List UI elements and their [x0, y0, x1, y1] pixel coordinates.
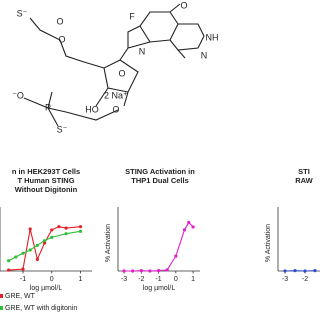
data-point	[42, 241, 47, 245]
atom-label: ⁻O	[12, 90, 24, 100]
chart-title: STI	[298, 167, 310, 176]
x-tick-label: -1	[155, 276, 161, 283]
atom-label: F	[129, 11, 135, 21]
atom-label: O	[56, 16, 63, 26]
x-tick-label: -3	[282, 276, 288, 283]
chart-title: T Human STING	[17, 176, 74, 185]
y-axis-title: % Activation	[105, 224, 112, 262]
x-tick-label: 1	[191, 276, 195, 283]
data-point	[182, 228, 187, 232]
chemical-structure: F O NH N N O O S⁻ O HO O ⁻O P S⁻ 2 Na⁺	[12, 0, 218, 134]
atom-label: O	[112, 104, 119, 114]
data-point	[313, 269, 317, 273]
data-point	[64, 232, 68, 236]
data-point	[78, 225, 83, 229]
atom-label: HO	[85, 104, 99, 114]
counterion: 2 Na⁺	[104, 90, 128, 100]
x-tick-label: -1	[20, 276, 26, 283]
x-tick-label: 0	[50, 276, 54, 283]
x-tick-label: -2	[302, 276, 308, 283]
data-point	[78, 229, 83, 233]
data-point	[131, 269, 135, 273]
data-point	[28, 248, 32, 252]
atom-label: NH	[206, 32, 219, 42]
data-point	[139, 269, 143, 273]
chart-title: n in HEK293T Cells	[12, 167, 80, 176]
data-point	[42, 239, 47, 243]
data-point	[57, 225, 61, 229]
data-point	[21, 267, 25, 271]
x-tick-label: -3	[121, 276, 127, 283]
data-point	[165, 268, 169, 272]
legend-swatch	[0, 306, 3, 310]
legend-label: GRE, WT with digitonin	[5, 305, 77, 312]
data-point	[50, 228, 54, 232]
data-point	[35, 257, 39, 261]
data-point	[187, 220, 191, 225]
atom-label: O	[180, 0, 187, 10]
data-point	[303, 269, 307, 273]
data-point	[156, 269, 161, 273]
data-point	[7, 259, 11, 263]
data-point	[14, 255, 18, 259]
chart-title: Without Digitonin	[15, 185, 78, 194]
atom-label: S⁻	[17, 8, 28, 18]
chart-title: THP1 Dual Cells	[131, 176, 189, 185]
data-point	[283, 269, 287, 273]
atom-label: S⁻	[57, 124, 68, 134]
data-point	[174, 254, 178, 258]
data-point	[191, 225, 195, 229]
series-line	[8, 230, 81, 262]
y-axis-title: % Activation	[265, 224, 272, 262]
series-line	[124, 221, 194, 272]
data-point	[7, 268, 11, 272]
data-point	[35, 243, 39, 247]
data-point	[148, 269, 152, 273]
atom-label: N	[139, 46, 146, 56]
chart-title: STING Activation in	[125, 167, 195, 176]
x-tick-label: 1	[79, 276, 83, 283]
atom-label: O	[58, 34, 65, 44]
data-point	[293, 269, 297, 273]
x-axis-title: log µmol/L	[30, 285, 63, 292]
atom-label: O	[118, 68, 125, 78]
chart-title: RAW	[295, 176, 313, 185]
legend-label: GRE, WT	[5, 293, 36, 300]
data-point	[64, 226, 68, 230]
x-tick-label: 0	[174, 276, 178, 283]
atom-label: P	[45, 102, 51, 112]
data-point	[50, 235, 54, 239]
atom-label: N	[201, 50, 208, 60]
x-tick-label: -2	[138, 276, 144, 283]
data-point	[28, 227, 32, 231]
x-axis-title: log µmol/L	[143, 285, 176, 292]
legend-swatch	[0, 294, 3, 298]
data-point	[21, 251, 25, 255]
data-point	[122, 269, 126, 273]
